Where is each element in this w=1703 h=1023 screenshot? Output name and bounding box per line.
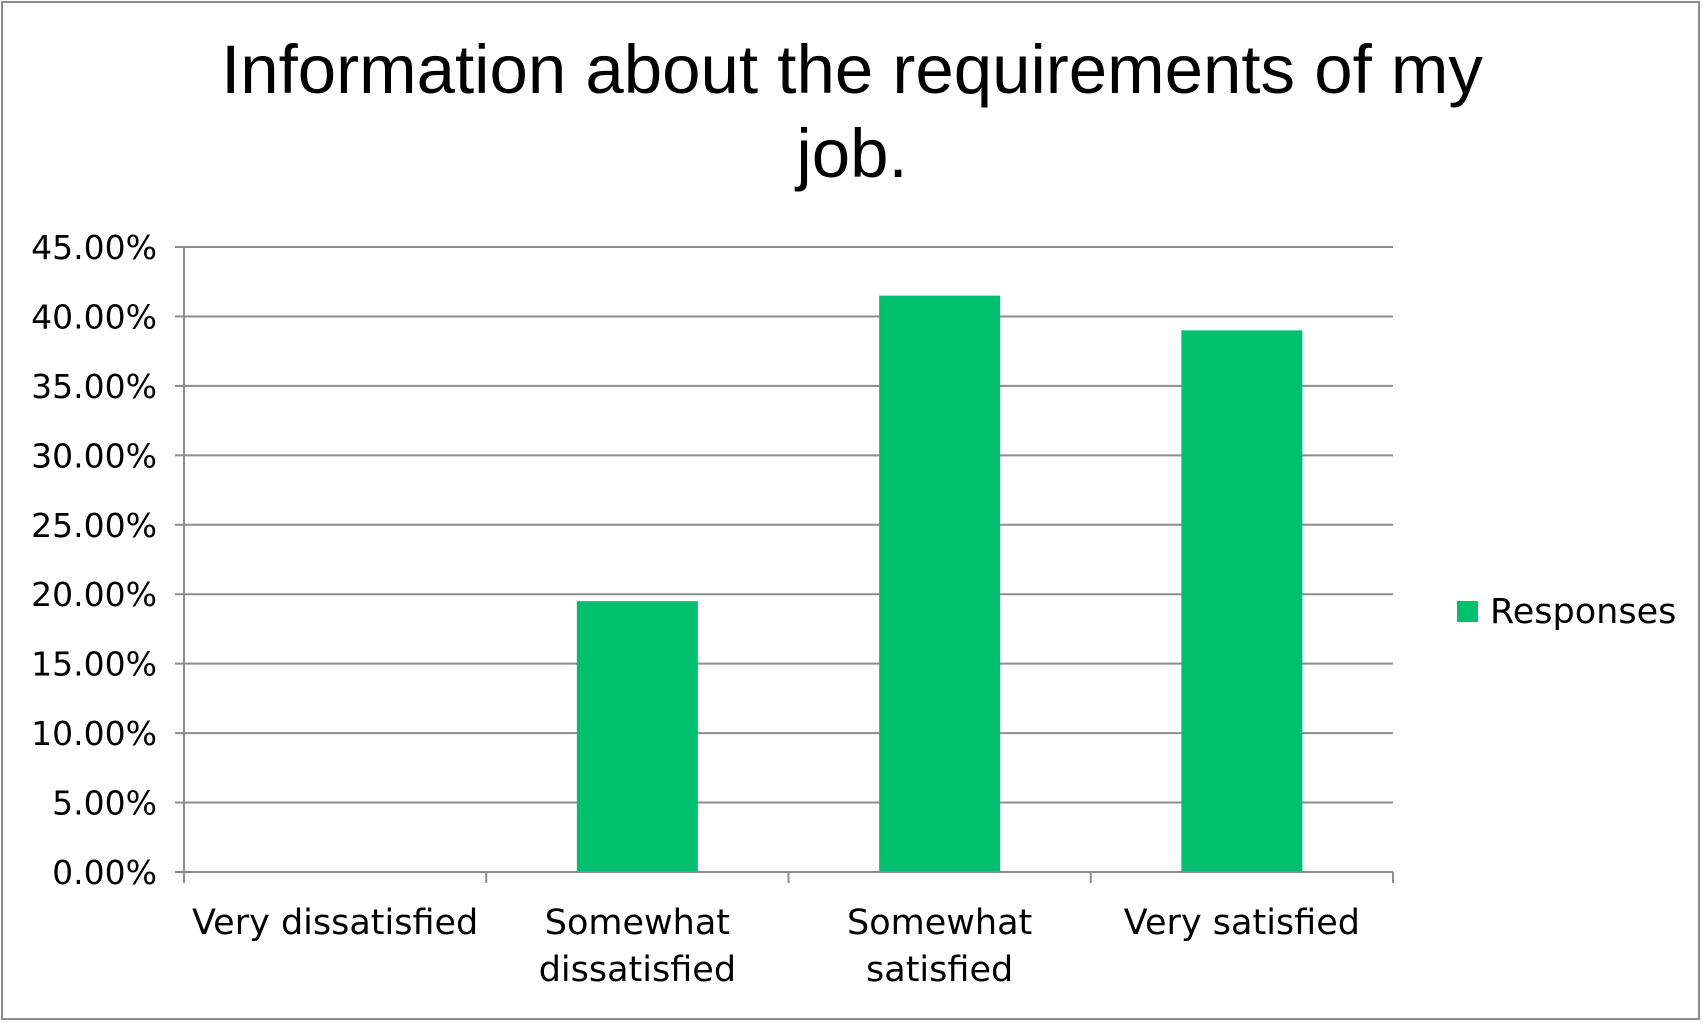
x-category-label: Somewhat <box>847 903 1032 943</box>
legend-label: Responses <box>1490 592 1676 632</box>
y-tick-labels: 0.00% 5.00% 10.00% 15.00% 20.00% 25.00% 30.00%… <box>31 228 157 892</box>
legend-swatch <box>1457 601 1478 622</box>
x-category-label: dissatisfied <box>539 950 736 990</box>
x-category-label: Very dissatisfied <box>192 903 478 943</box>
bar <box>576 601 698 872</box>
y-tick-label: 30.00% <box>31 436 157 475</box>
x-category-label: Somewhat <box>545 903 730 943</box>
bar <box>1181 330 1303 872</box>
bars <box>576 295 1303 873</box>
legend: Responses <box>1457 592 1676 632</box>
y-tick-label: 5.00% <box>52 784 157 823</box>
y-tick-label: 15.00% <box>31 645 157 684</box>
y-tick-label: 40.00% <box>31 297 157 336</box>
y-tick-label: 45.00% <box>31 228 157 267</box>
x-category-labels: Very dissatisfied Somewhat dissatisfied Som… <box>192 903 1360 990</box>
chart-title: Information about the requirements of my… <box>221 31 1483 192</box>
y-tick-label: 20.00% <box>31 575 157 614</box>
y-tick-label: 0.00% <box>52 853 157 892</box>
x-category-label: satisfied <box>866 950 1013 990</box>
x-category-label: Very satisfied <box>1124 903 1360 943</box>
y-tick-label: 25.00% <box>31 506 157 545</box>
bar <box>879 295 1001 873</box>
y-tick-label: 35.00% <box>31 367 157 406</box>
axes <box>175 246 1394 883</box>
y-tick-label: 10.00% <box>31 714 157 753</box>
